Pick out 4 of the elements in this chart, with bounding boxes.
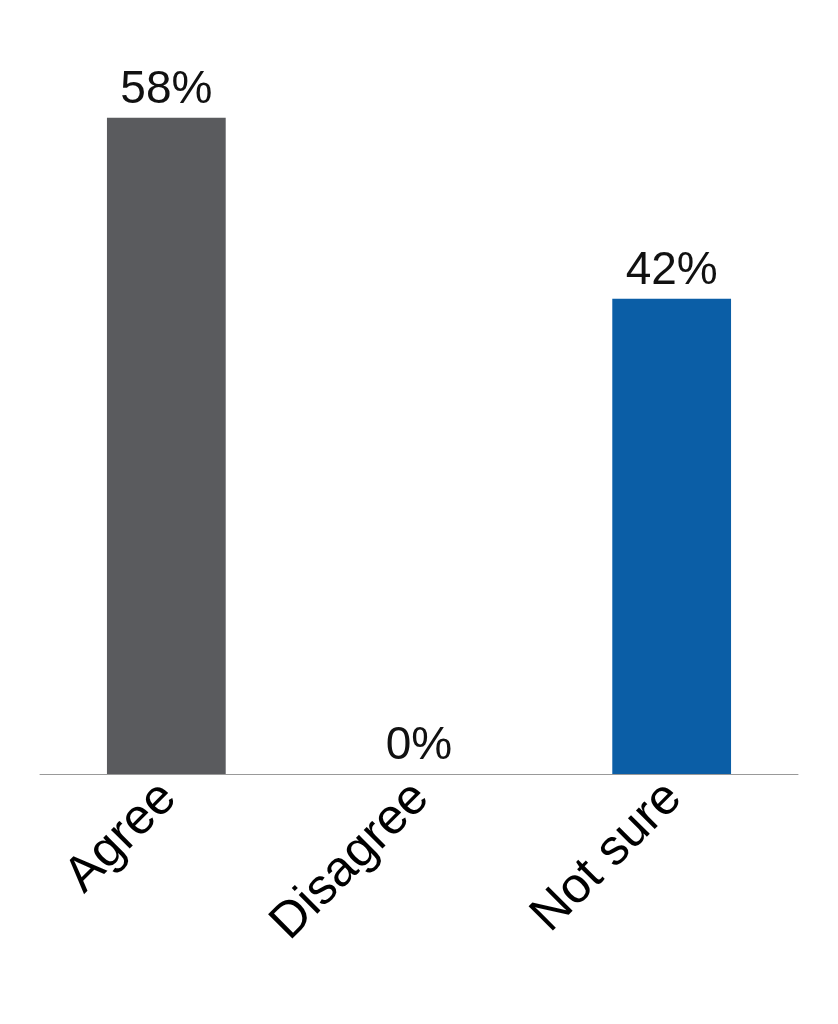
data-label: 58% [120, 60, 213, 113]
data-label: 42% [625, 241, 718, 294]
data-label: 0% [385, 717, 453, 769]
x-tick-label: Not sure [518, 768, 692, 942]
